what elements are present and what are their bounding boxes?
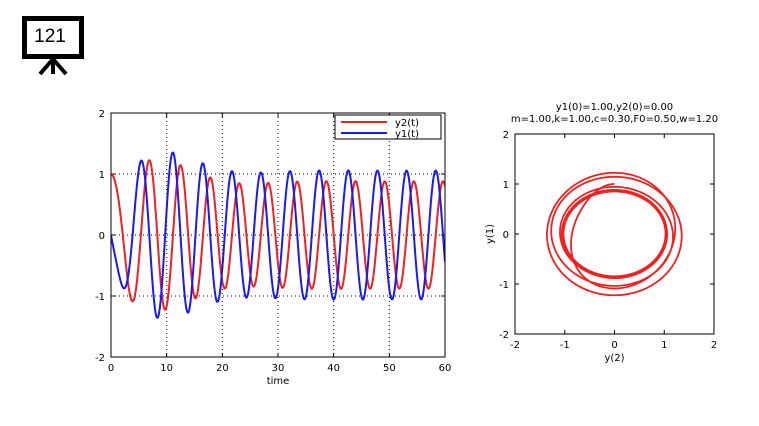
legend: y2(t)y1(t) (334, 114, 442, 140)
y-tick-label: -2 (95, 353, 105, 364)
y-tick-label: 1 (503, 180, 509, 191)
legend-label: y1(t) (395, 129, 419, 140)
series-line-y2t (111, 159, 445, 311)
series-line-y1t (111, 151, 445, 319)
x-tick-label: 60 (439, 363, 452, 374)
x-tick-label: 50 (383, 363, 396, 374)
y-tick-label: 0 (503, 230, 509, 241)
legend-label: y2(t) (395, 118, 419, 129)
chart-title-line: m=1.00,k=1.00,c=0.30,F0=0.50,w=1.20 (511, 114, 718, 125)
y-tick-label: -2 (499, 330, 509, 341)
y-tick-label: 2 (99, 109, 105, 120)
phase-portrait-chart: -2 -1 0 1 2 -2 -1 0 1 2 y1(0)=1.00,y2(0)=0.00m=1.0… (485, 102, 718, 364)
slide-number: 121 (34, 26, 66, 47)
time-series-chart: 0 10 20 30 40 50 60 -2 -1 0 1 2 time y2(t)y1(t) (95, 109, 451, 387)
x-tick-label: 10 (160, 363, 173, 374)
x-tick-label: 0 (611, 340, 617, 351)
x-tick-label: 40 (327, 363, 340, 374)
legend-box (334, 114, 442, 140)
y-tick-label: -1 (499, 280, 509, 291)
y-tick-label: 0 (99, 231, 105, 242)
plot-frame (110, 112, 446, 358)
plot-frame (514, 133, 715, 335)
y-tick-label: -1 (95, 292, 105, 303)
series-lines (111, 151, 445, 319)
x-axis-label: time (267, 376, 290, 387)
x-axis-label: y(2) (604, 353, 624, 364)
x-tick-label: 1 (661, 340, 667, 351)
y-tick-label: 2 (503, 130, 509, 141)
phase-trajectory (546, 171, 683, 297)
x-tick-label: 2 (711, 340, 717, 351)
x-tick-label: 30 (272, 363, 285, 374)
x-tick-label: -1 (560, 340, 570, 351)
series-lines (546, 171, 683, 297)
y-tick-label: 1 (99, 170, 105, 181)
x-tick-label: -2 (510, 340, 520, 351)
y-axis-label: y(1) (485, 224, 496, 244)
x-tick-label: 0 (108, 363, 114, 374)
chart-title-line: y1(0)=1.00,y2(0)=0.00 (556, 102, 673, 113)
x-tick-label: 20 (216, 363, 229, 374)
presentation-board-icon (22, 16, 84, 76)
